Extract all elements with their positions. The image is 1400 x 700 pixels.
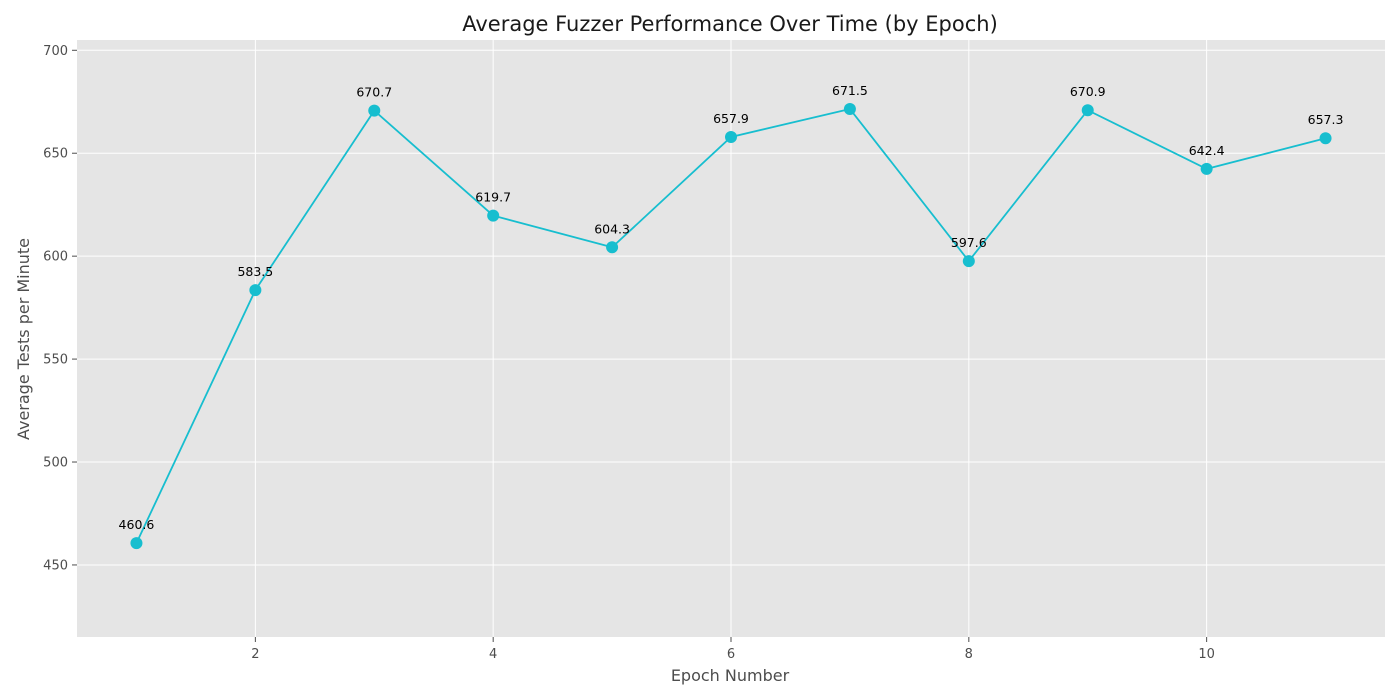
chart-title: Average Fuzzer Performance Over Time (by…: [462, 12, 998, 36]
series-layer: [130, 102, 1332, 550]
data-point: [725, 130, 737, 143]
y-tick-label: 500: [43, 456, 68, 471]
y-tick-label: 650: [43, 147, 68, 162]
y-tick-label: 700: [43, 44, 68, 59]
y-tick-label: 600: [43, 250, 68, 265]
data-point: [487, 209, 500, 222]
x-tick-label: 10: [1198, 647, 1215, 662]
data-label: 670.9: [1070, 84, 1106, 99]
data-label: 671.5: [832, 83, 868, 98]
data-label: 670.7: [356, 85, 392, 100]
y-tick-label: 550: [43, 353, 68, 368]
x-tick-label: 2: [251, 647, 259, 662]
data-label: 619.7: [475, 190, 511, 205]
data-label: 657.9: [713, 111, 749, 126]
x-tick-label: 6: [727, 647, 735, 662]
data-point: [962, 255, 975, 268]
data-point: [1081, 104, 1094, 117]
y-axis-label: Average Tests per Minute: [14, 238, 33, 440]
axis-ticks: 450 500 550 600 650 700 2 4 6 8 10: [43, 44, 1215, 662]
data-label: 657.3: [1308, 112, 1344, 127]
x-tick-label: 8: [965, 647, 973, 662]
data-label: 604.3: [594, 221, 630, 236]
x-tick-label: 4: [489, 647, 497, 662]
data-point: [1319, 132, 1332, 145]
data-point: [1200, 162, 1213, 175]
data-label: 583.5: [237, 264, 273, 279]
data-label: 460.6: [119, 517, 155, 532]
data-label: 642.4: [1189, 143, 1225, 158]
data-point: [368, 104, 381, 117]
data-point: [249, 284, 262, 297]
data-labels: 460.6 583.5 670.7 619.7 604.3 657.9 671.5 597.6…: [119, 83, 1344, 532]
data-point: [843, 102, 856, 115]
data-label: 597.6: [951, 235, 987, 250]
data-point: [606, 241, 619, 254]
y-tick-label: 450: [43, 558, 68, 573]
x-axis-label: Epoch Number: [671, 666, 790, 685]
data-point: [130, 537, 143, 550]
